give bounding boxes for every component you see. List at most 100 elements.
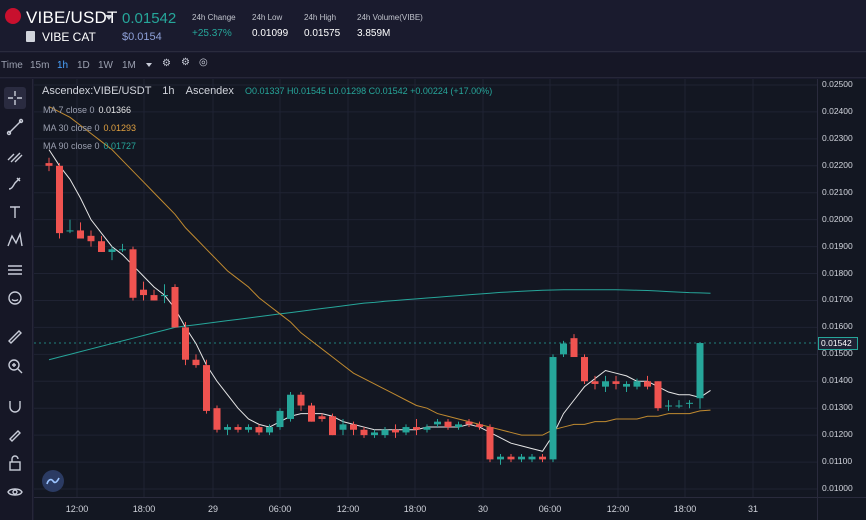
text-icon[interactable] [4, 201, 26, 223]
candle-body [150, 295, 158, 301]
time-tick: 30 [477, 504, 489, 514]
token-logo-icon [5, 8, 21, 24]
stat-24h-high: 24h High 0.01575 [304, 13, 340, 39]
stat-value: +25.37% [192, 28, 232, 39]
stat-24h-low: 24h Low 0.01099 [252, 13, 288, 39]
pitchfork-icon[interactable] [4, 144, 26, 166]
zoom-in-icon[interactable] [4, 355, 26, 377]
ma-label: MA 90 close 0 [43, 141, 100, 151]
candle-body [434, 421, 441, 425]
replay-icon[interactable]: ◎ [199, 57, 208, 68]
time-axis[interactable]: 12:00 18:00 29 06:00 12:00 18:00 30 06:00 12:00 1… [34, 497, 817, 520]
chevron-down-icon[interactable] [146, 63, 152, 67]
candle-body [518, 456, 525, 460]
candle-body [623, 383, 630, 387]
time-tick: 18:00 [673, 504, 697, 514]
price-tick: 0.01500 [822, 348, 853, 359]
settings-icon[interactable]: ⚙ [181, 57, 190, 68]
price-tick: 0.01800 [822, 267, 853, 278]
measure-icon[interactable] [4, 259, 26, 281]
candle-body [77, 230, 84, 239]
trendline-icon[interactable] [4, 116, 26, 138]
candle-body [234, 427, 242, 430]
candle-body [686, 402, 693, 404]
token-name: VIBE CAT [42, 30, 96, 44]
timeframe-1h[interactable]: 1h [57, 60, 69, 71]
candle-body [192, 359, 200, 366]
axis-settings-icon[interactable] [817, 497, 866, 520]
chevron-down-icon[interactable] [105, 15, 113, 20]
price-tick: 0.02400 [822, 105, 853, 116]
ma30-legend[interactable]: MA 30 close 0 0.01293 [43, 123, 136, 133]
ma7-line [48, 149, 711, 452]
brush-icon[interactable] [4, 172, 26, 194]
timeframe-1d[interactable]: 1D [77, 60, 90, 71]
candle-body [602, 381, 609, 387]
eye-icon[interactable] [4, 481, 26, 503]
crosshair-icon[interactable] [4, 87, 26, 109]
pattern-icon[interactable] [4, 229, 26, 251]
ma-value: 0.01727 [103, 141, 137, 151]
indicators-icon[interactable]: ⚙ [162, 58, 171, 69]
candle-body [654, 381, 662, 409]
tradingview-logo-icon[interactable] [42, 470, 64, 492]
timeframe-time[interactable]: Time [1, 60, 23, 71]
candle-body [108, 249, 116, 252]
stat-label: 24h Change [192, 13, 236, 22]
candle-body [266, 427, 273, 433]
candle-body [255, 427, 263, 433]
candle-body [528, 456, 536, 460]
candle-body [318, 416, 326, 419]
candle-body [465, 421, 473, 425]
time-tick: 18:00 [403, 504, 427, 514]
candle-body [203, 365, 210, 411]
price-tick: 0.01200 [822, 429, 853, 440]
price-tick: 0.01900 [822, 240, 853, 251]
stat-label: 24h High [304, 13, 337, 22]
candle-body [329, 416, 336, 436]
document-icon[interactable] [26, 31, 35, 42]
price-chart[interactable] [34, 79, 817, 497]
time-tick: 18:00 [132, 504, 156, 514]
candle-body [455, 424, 462, 428]
ma90-line [48, 289, 711, 361]
candle-body [66, 230, 74, 232]
magnet-icon[interactable] [4, 395, 26, 417]
price-tick: 0.02000 [822, 213, 853, 224]
price-tick: 0.01700 [822, 294, 853, 305]
lock-drawings-icon[interactable] [4, 423, 26, 445]
candle-body [56, 165, 63, 234]
candle-body [119, 249, 126, 251]
last-price-label: 0.01542 [818, 337, 858, 350]
price-tick: 0.02300 [822, 132, 853, 143]
candle-body [224, 427, 231, 430]
price-usd: $0.0154 [122, 31, 162, 43]
timeframe-1w[interactable]: 1W [98, 60, 113, 71]
price-tick: 0.01000 [822, 483, 853, 493]
pair-selector[interactable]: VIBE/USDT [26, 8, 118, 27]
timeframe-15m[interactable]: 15m [30, 60, 50, 71]
candle-body [350, 424, 357, 430]
candle-body [486, 427, 494, 460]
emoji-icon[interactable] [4, 287, 26, 309]
price-tick: 0.01300 [822, 402, 853, 413]
candle-body [696, 343, 704, 399]
candle-body [297, 394, 305, 406]
candle-body [560, 343, 567, 355]
stat-value: 3.859M [357, 28, 391, 39]
price-tick: 0.01100 [822, 456, 853, 467]
timeframe-1m[interactable]: 1M [122, 60, 136, 71]
ma7-legend[interactable]: MA 7 close 0 0.01366 [43, 105, 131, 115]
candle-body [308, 405, 315, 422]
candle-body [129, 249, 137, 298]
candle-body [161, 295, 168, 297]
candle-body [444, 421, 452, 428]
ma90-legend[interactable]: MA 90 close 0 0.01727 [43, 141, 136, 151]
time-tick: 12:00 [65, 504, 89, 514]
price-axis[interactable]: 0.02500 0.02400 0.02300 0.02200 0.02100 0.020… [817, 79, 866, 497]
candle-body [644, 381, 651, 387]
ruler-icon[interactable] [4, 326, 26, 348]
price-tick: 0.01400 [822, 375, 853, 386]
lock-icon[interactable] [4, 452, 26, 474]
candle-body [371, 432, 378, 436]
